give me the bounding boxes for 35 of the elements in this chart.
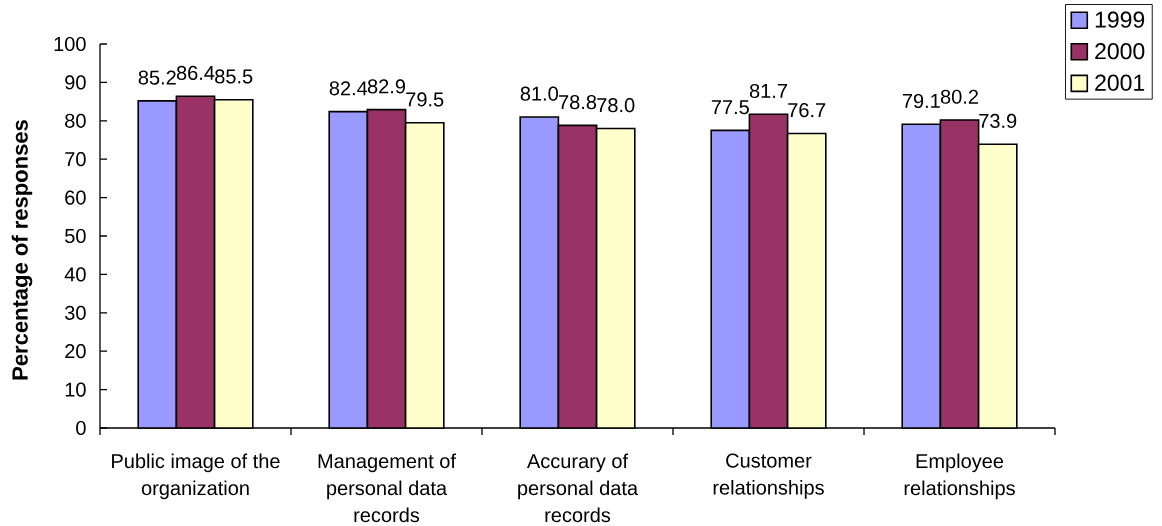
data-label: 80.2 <box>940 89 978 104</box>
data-label: 82.9 <box>367 79 406 94</box>
data-label: 77.5 <box>711 100 749 115</box>
data-label: 81.0 <box>520 86 558 101</box>
data-label: 82.4 <box>329 81 368 96</box>
x-tick-label: Management of personal data records <box>318 453 456 523</box>
y-tick-label: 70 <box>65 152 86 167</box>
y-tick-label: 20 <box>65 344 86 359</box>
x-tick-label: Employee relationships <box>904 453 1015 500</box>
x-tick-label: Public image of the organization <box>112 453 280 500</box>
legend-label: 2001 <box>1095 74 1145 91</box>
y-tick-label: 10 <box>65 382 86 397</box>
data-label: 79.5 <box>406 92 444 107</box>
data-label: 85.5 <box>215 69 253 84</box>
data-label: 81.7 <box>749 83 787 99</box>
x-tick-label: Accurary of personal data records <box>518 453 639 523</box>
legend-label: 1999 <box>1095 11 1145 28</box>
data-label: 78.8 <box>559 95 597 110</box>
data-label: 73.9 <box>979 113 1017 129</box>
y-tick-label: 60 <box>65 190 86 205</box>
data-label: 78.0 <box>597 98 635 113</box>
y-tick-label: 90 <box>65 75 86 90</box>
x-tick-label: Customer relationships <box>713 453 824 499</box>
y-tick-label: 100 <box>54 36 86 52</box>
data-label: 79.1 <box>902 93 940 109</box>
y-tick-label: 0 <box>76 420 86 436</box>
data-label: 76.7 <box>788 103 826 118</box>
y-axis-title: Percentage of responses <box>11 120 33 380</box>
y-tick-label: 50 <box>65 228 86 244</box>
data-label: 85.2 <box>138 70 176 85</box>
y-tick-label: 40 <box>64 267 86 282</box>
y-tick-label: 30 <box>65 305 86 320</box>
data-label: 86.4 <box>176 65 215 81</box>
legend-label: 2000 <box>1095 43 1145 60</box>
y-tick-label: 80 <box>65 113 86 128</box>
